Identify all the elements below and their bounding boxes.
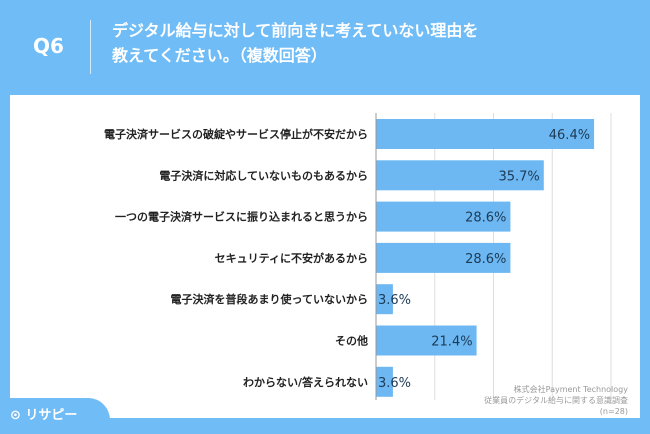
bar bbox=[376, 366, 393, 397]
category-label: セキュリティに不安があるから bbox=[215, 251, 368, 265]
category-label: 電子決済サービスの破綻やサービス停止が不安だから bbox=[104, 127, 368, 141]
data-label: 3.6% bbox=[378, 376, 411, 391]
source-line-3: (n=28) bbox=[599, 407, 628, 416]
question-number: Q6 bbox=[33, 34, 64, 58]
data-label: 3.6% bbox=[378, 293, 411, 308]
bar bbox=[376, 242, 511, 273]
source-line-1: 株式会社Payment Technology bbox=[513, 385, 628, 394]
category-label: 電子決済に対応していないものもあるから bbox=[159, 168, 368, 182]
category-label: その他 bbox=[335, 334, 368, 348]
logo-text: リサピー bbox=[25, 408, 78, 423]
bar bbox=[376, 325, 477, 356]
logo-pin-icon: ⊙ bbox=[10, 408, 26, 423]
header-divider bbox=[90, 20, 91, 74]
data-label: 46.4% bbox=[549, 128, 590, 143]
data-label: 35.7% bbox=[498, 169, 539, 184]
source-line-2: 従業員のデジタル給与に関する意識調査 bbox=[484, 396, 628, 405]
category-label: 一つの電子決済サービスに振り込まれると思うから bbox=[115, 210, 368, 224]
bar bbox=[376, 284, 393, 315]
logo: ⊙ リサピー bbox=[0, 398, 110, 434]
bar bbox=[376, 201, 511, 232]
bar bbox=[376, 119, 595, 149]
category-label: わからない/答えられない bbox=[243, 375, 368, 389]
data-label: 28.6% bbox=[465, 252, 506, 267]
question-title: デジタル給与に対して前向きに考えていない理由を 教えてください。（複数回答） bbox=[112, 18, 572, 68]
data-label: 21.4% bbox=[431, 335, 472, 350]
title-line-1: デジタル給与に対して前向きに考えていない理由を bbox=[112, 21, 479, 40]
source-note: 株式会社Payment Technology 従業員のデジタル給与に関する意識調査… bbox=[484, 384, 628, 417]
category-label: 電子決済を普段あまり使っていないから bbox=[171, 292, 368, 306]
data-label: 28.6% bbox=[465, 211, 506, 226]
bar-chart: 電子決済サービスの破綻やサービス停止が不安だから 46.4% 電子決済に対応していな… bbox=[104, 113, 612, 401]
title-line-2: 教えてください。（複数回答） bbox=[112, 46, 327, 65]
bar bbox=[376, 160, 544, 191]
chart-panel: 電子決済サービスの破綻やサービス停止が不安だから 46.4% 電子決済に対応していな… bbox=[10, 95, 640, 418]
